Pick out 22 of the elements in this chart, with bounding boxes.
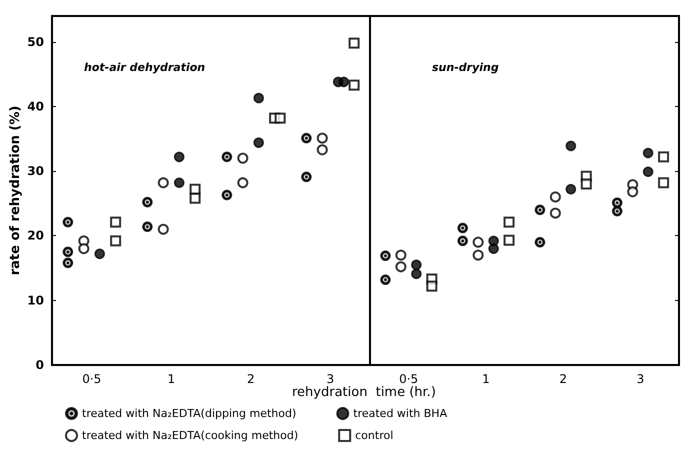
y-tick-label: 0 [36,358,44,372]
x-tick-label: 1 [167,372,176,386]
y-axis-title: rate of rehydration (%) [8,106,23,276]
legend-label: control [355,429,394,442]
x-tick-label: 1 [482,372,490,386]
y-tick-label: 40 [27,99,44,114]
legend-label: treated with BHA [353,407,448,420]
y-tick-label: 30 [27,164,44,178]
x-tick-label: 0·5 [82,372,102,386]
x-tick-label: 2 [559,372,567,386]
y-tick-label: 10 [27,293,44,308]
x-tick-label: 2 [246,372,255,386]
legend-label: treated with Na₂EDTA(dipping method) [82,407,296,420]
x-tick-label: 3 [326,372,334,386]
x-tick-label: 3 [636,372,644,386]
y-tick-label: 20 [27,228,44,243]
x-axis-title: rehydration time (hr.) [292,385,436,400]
x-tick-label: 0·5 [399,372,418,386]
legend-label: treated with Na₂EDTA(cooking method) [82,429,298,442]
y-tick-label: 50 [27,34,44,49]
text: hot-air dehydration [84,61,206,74]
text: sun-drying [432,61,499,74]
